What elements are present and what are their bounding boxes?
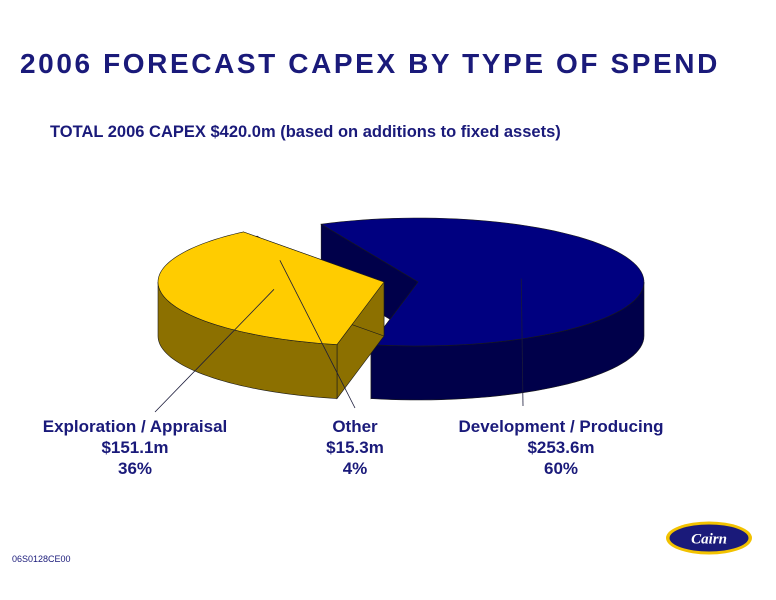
slice-percent: 4%	[342, 459, 368, 478]
footer-code: 06S0128CE00	[12, 554, 71, 564]
slice-name: Exploration / Appraisal	[42, 417, 228, 436]
leader-line-0	[154, 289, 275, 413]
leader-lines	[154, 260, 524, 413]
cairn-logo: Cairn	[666, 521, 752, 555]
slice-0-top	[157, 231, 385, 345]
slice-value: $15.3m	[326, 438, 384, 457]
slice-2-top	[320, 217, 645, 347]
label-exploration-appraisal: Exploration / Appraisal $151.1m 36%	[20, 416, 250, 479]
slice-name: Development / Producing	[458, 417, 664, 436]
slice-name: Other	[332, 417, 378, 436]
slice-0-solid	[157, 231, 385, 400]
label-development-producing: Development / Producing $253.6m 60%	[430, 416, 692, 479]
slice-percent: 36%	[117, 459, 153, 478]
leader-line-1	[279, 260, 356, 409]
slice-2-solid	[320, 217, 645, 401]
slice-percent: 60%	[543, 459, 579, 478]
slice-sides	[157, 217, 645, 401]
slice-value: $253.6m	[527, 438, 595, 457]
slide-subtitle: TOTAL 2006 CAPEX $420.0m (based on addit…	[50, 123, 561, 141]
leader-line-2	[520, 278, 524, 407]
slide-title: 2006 FORECAST CAPEX BY TYPE OF SPEND	[20, 48, 720, 79]
label-other: Other $15.3m 4%	[300, 416, 410, 479]
slice-value: $151.1m	[101, 438, 169, 457]
logo-text: Cairn	[691, 532, 727, 548]
